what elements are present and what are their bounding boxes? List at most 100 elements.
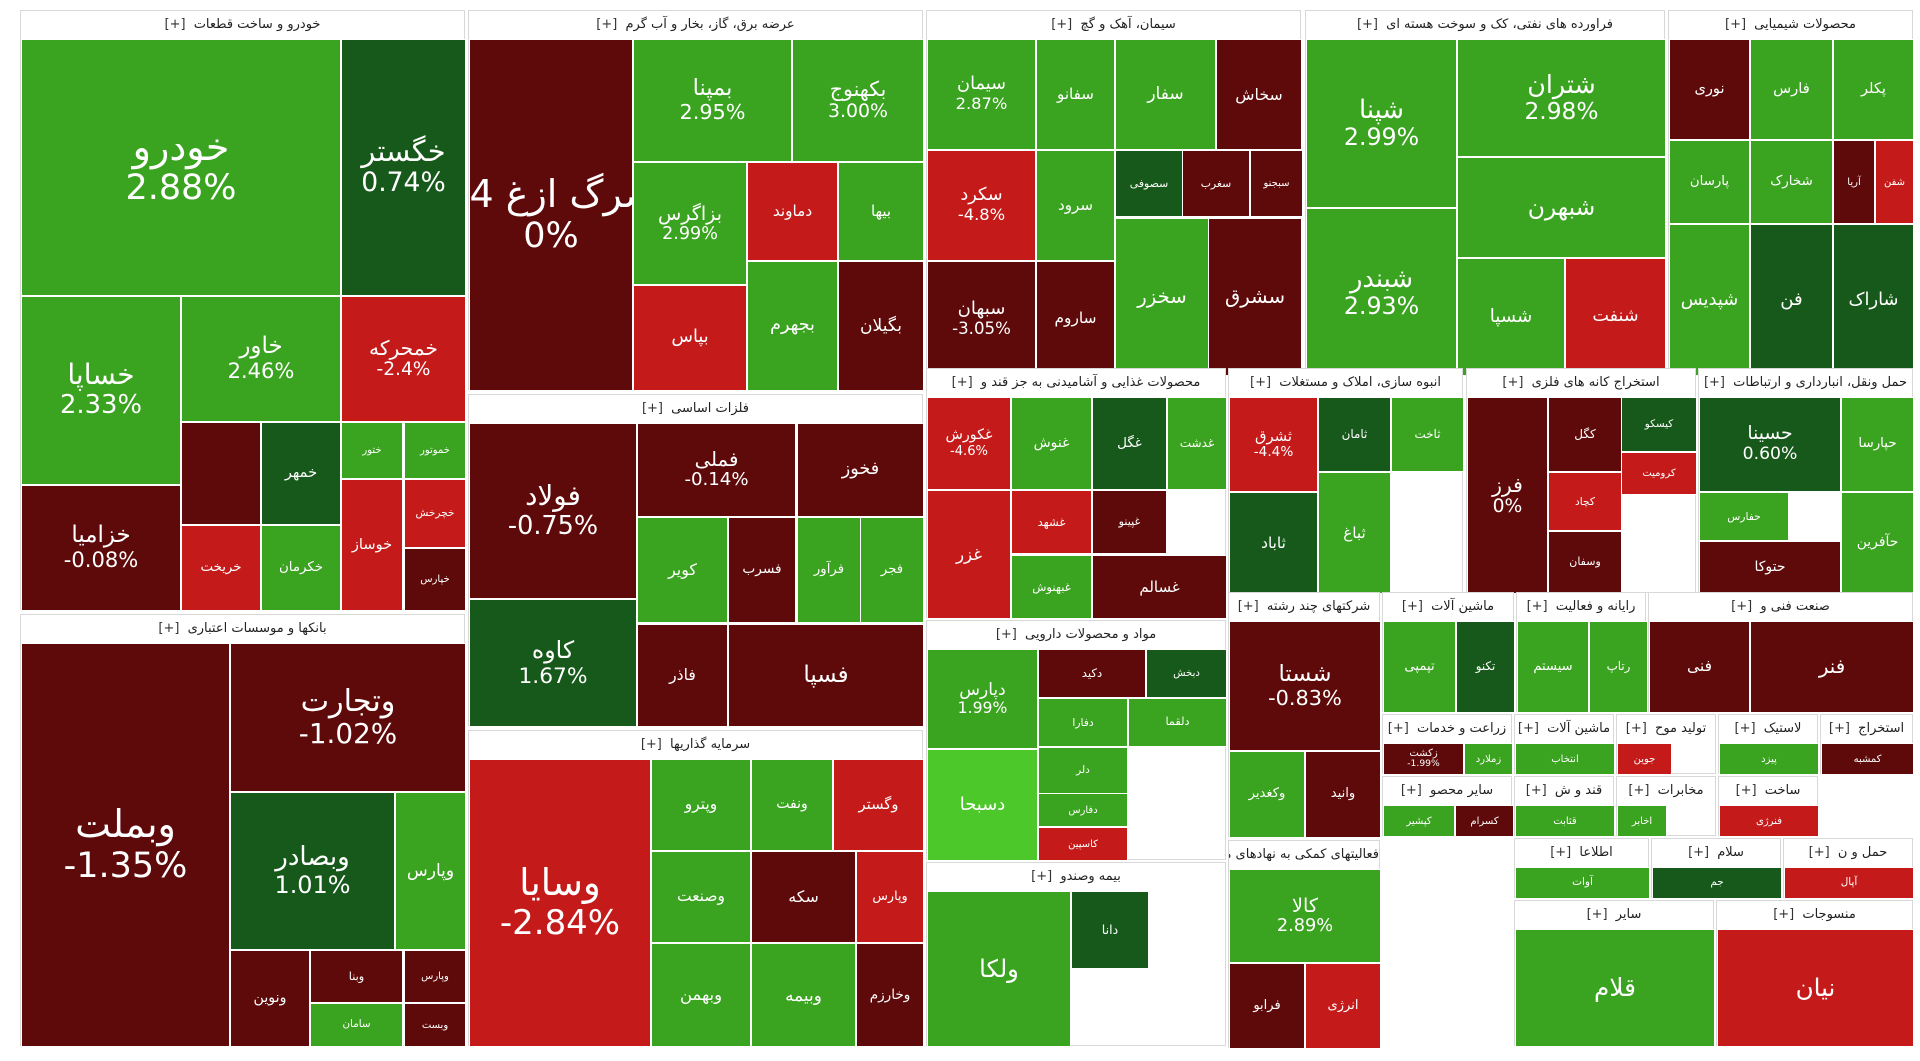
treemap-tile[interactable]: حسینا 0.60% — [1699, 397, 1841, 492]
treemap-tile[interactable]: دانا — [1071, 891, 1149, 969]
expand-button[interactable]: [+] — [1387, 721, 1413, 736]
treemap-tile[interactable]: فنرژی — [1719, 805, 1819, 837]
treemap-tile[interactable]: زکشت -1.99% — [1383, 743, 1464, 775]
treemap-tile[interactable]: ثاخت — [1391, 397, 1464, 472]
treemap-tile[interactable]: سفانو — [1036, 39, 1115, 150]
sector-title[interactable]: مخابرات [+] — [1617, 777, 1715, 805]
expand-button[interactable]: [+] — [1031, 869, 1057, 884]
expand-button[interactable]: [+] — [995, 627, 1021, 642]
treemap-tile[interactable]: اخابر — [1617, 805, 1667, 837]
treemap-tile[interactable]: فولاد -0.75% — [469, 423, 637, 599]
treemap-tile[interactable]: خپارس — [404, 548, 466, 611]
expand-button[interactable]: [+] — [164, 17, 190, 32]
treemap-tile[interactable]: پارسان — [1669, 140, 1750, 224]
treemap-tile[interactable]: فنی — [1649, 621, 1750, 713]
treemap-tile[interactable]: غنوش — [1011, 397, 1092, 490]
treemap-tile[interactable]: کمشبه — [1821, 743, 1914, 775]
sector-title[interactable]: انبوه سازی، املاک و مستغلات [+] — [1229, 369, 1462, 397]
treemap-tile[interactable]: وبیمه — [751, 943, 856, 1047]
treemap-tile[interactable]: غشهد — [1011, 490, 1092, 554]
sector-title[interactable]: ماشین آلات [+] — [1383, 593, 1513, 621]
treemap-tile[interactable]: فرابو — [1229, 963, 1305, 1049]
expand-button[interactable]: [+] — [1550, 845, 1576, 860]
treemap-tile[interactable]: شاراک — [1833, 224, 1914, 376]
sector-title[interactable]: حمل و ن [+] — [1784, 839, 1912, 867]
sector-title[interactable]: خودرو و ساخت قطعات [+] — [21, 11, 464, 39]
sector-title[interactable]: استخراج [+] — [1821, 715, 1912, 743]
treemap-tile[interactable]: خودرو 2.88% — [21, 39, 341, 296]
sector-title[interactable]: ساخت [+] — [1719, 777, 1817, 805]
expand-button[interactable]: [+] — [1735, 783, 1761, 798]
treemap-tile[interactable]: وسفان — [1548, 531, 1622, 594]
sector-title[interactable]: لاستیک [+] — [1719, 715, 1817, 743]
treemap-tile[interactable]: سغرب — [1182, 150, 1250, 217]
treemap-tile[interactable]: غبهنوش — [1011, 555, 1092, 619]
sector-title[interactable]: منسوجات [+] — [1717, 901, 1912, 929]
treemap-tile[interactable]: خموتور — [404, 422, 466, 479]
treemap-tile[interactable]: خچرخش — [404, 479, 466, 548]
treemap-tile[interactable]: فسرب — [728, 517, 796, 623]
sector-title[interactable]: محصولات غذایی و آشامیدنی به جز قند و [+] — [927, 369, 1225, 397]
treemap-tile[interactable]: وپارس — [395, 792, 466, 950]
treemap-tile[interactable]: سشرق — [1208, 218, 1302, 376]
sector-title[interactable]: حمل ونقل، انبارداری و ارتباطات [+] — [1699, 369, 1912, 397]
treemap-tile[interactable]: بگیلان — [838, 261, 924, 391]
treemap-tile[interactable]: انتخاب — [1515, 743, 1615, 775]
treemap-tile[interactable]: کاسپین — [1038, 827, 1128, 861]
treemap-tile[interactable]: خمحرکه -2.4% — [341, 296, 466, 422]
expand-button[interactable]: [+] — [1051, 17, 1077, 32]
sector-title[interactable]: استخراج کانه های فلزی [+] — [1467, 369, 1695, 397]
expand-button[interactable]: [+] — [1628, 783, 1654, 798]
treemap-tile[interactable]: دکید — [1038, 649, 1146, 698]
treemap-tile[interactable]: حفارس — [1699, 492, 1789, 541]
treemap-tile[interactable]: بمپنا 2.95% — [633, 39, 792, 162]
expand-button[interactable]: [+] — [158, 621, 184, 636]
treemap-tile[interactable]: غدشت — [1167, 397, 1227, 490]
treemap-tile[interactable]: دپارس 1.99% — [927, 649, 1038, 749]
expand-button[interactable]: [+] — [1808, 845, 1834, 860]
treemap-tile[interactable]: حآفرین — [1841, 492, 1914, 594]
treemap-tile[interactable]: فارس — [1750, 39, 1833, 140]
sector-title[interactable]: بیمه وصندو [+] — [927, 863, 1225, 891]
expand-button[interactable]: [+] — [1773, 907, 1799, 922]
treemap-tile[interactable]: سبجنو — [1250, 150, 1303, 217]
treemap-tile[interactable]: فسپا — [728, 624, 924, 727]
treemap-tile[interactable]: بیها — [838, 162, 924, 261]
expand-button[interactable]: [+] — [1400, 783, 1427, 798]
treemap-tile[interactable]: شتران 2.98% — [1457, 39, 1666, 157]
treemap-tile[interactable]: نوری — [1669, 39, 1750, 140]
treemap-tile[interactable]: قلام — [1515, 929, 1715, 1047]
treemap-tile[interactable]: پیزد — [1719, 743, 1819, 775]
expand-button[interactable]: [+] — [1625, 721, 1651, 736]
treemap-tile[interactable]: جم — [1652, 867, 1782, 899]
treemap-tile[interactable]: پکلر — [1833, 39, 1914, 140]
treemap-tile[interactable]: دماوند — [747, 162, 838, 261]
treemap-tile[interactable]: سیستم — [1517, 621, 1589, 713]
sector-title[interactable]: فراورده های نفتی، کک و سوخت هسته ای [+] — [1306, 11, 1664, 39]
expand-button[interactable]: [+] — [1526, 599, 1552, 614]
treemap-tile[interactable]: ثباغ — [1318, 472, 1391, 594]
treemap-tile[interactable]: وپارس — [404, 950, 466, 1003]
treemap-tile[interactable]: رتاپ — [1589, 621, 1648, 713]
treemap-tile[interactable]: خزامیا -0.08% — [21, 485, 181, 611]
sector-title[interactable]: سلام [+] — [1652, 839, 1780, 867]
treemap-tile[interactable]: آپال — [1784, 867, 1914, 899]
expand-button[interactable]: [+] — [1725, 17, 1751, 32]
treemap-tile[interactable]: آریا — [1833, 140, 1875, 224]
treemap-tile[interactable]: غکورش -4.6% — [927, 397, 1011, 490]
treemap-tile[interactable] — [181, 422, 261, 525]
treemap-tile[interactable]: آوات — [1515, 867, 1650, 899]
expand-button[interactable]: [+] — [1703, 375, 1730, 390]
treemap-tile[interactable]: دلقما — [1128, 698, 1227, 747]
sector-title[interactable]: سایر محصو [+] — [1383, 777, 1511, 805]
treemap-tile[interactable]: کاوه 1.67% — [469, 599, 637, 727]
treemap-tile[interactable]: فن — [1750, 224, 1833, 376]
treemap-tile[interactable]: صرگ ازغ 040% — [469, 39, 633, 391]
treemap-tile[interactable]: خاور 2.46% — [181, 296, 341, 422]
treemap-tile[interactable]: وپترو — [651, 759, 751, 851]
expand-button[interactable]: [+] — [1586, 907, 1612, 922]
treemap-tile[interactable]: شفن — [1875, 140, 1914, 224]
treemap-tile[interactable]: سرود — [1036, 150, 1115, 261]
expand-button[interactable]: [+] — [1734, 721, 1760, 736]
sector-title[interactable]: قند و ش [+] — [1515, 777, 1613, 805]
